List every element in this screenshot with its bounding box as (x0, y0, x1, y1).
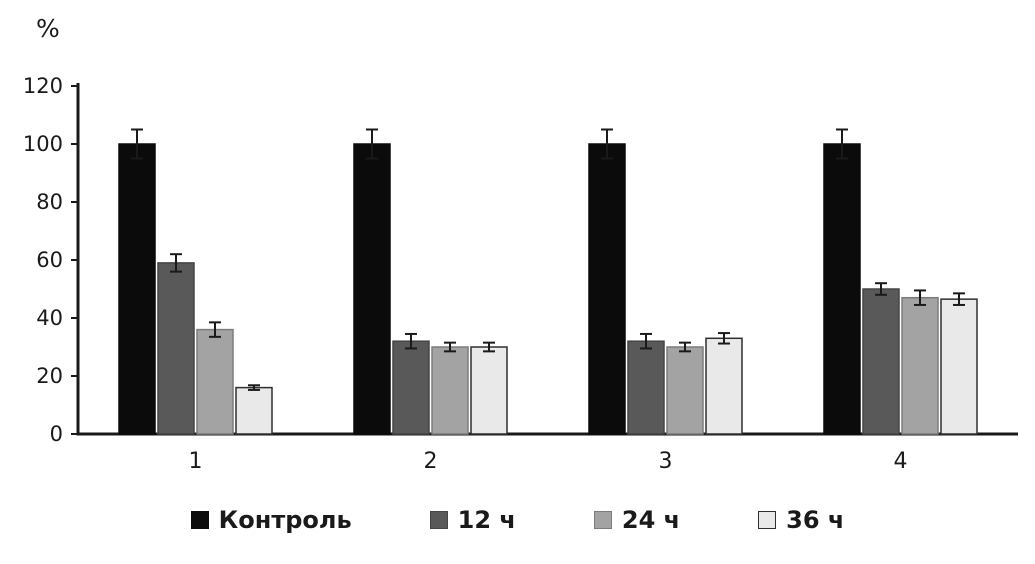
x-category-label: 4 (894, 449, 908, 474)
bar (118, 143, 156, 435)
legend-swatch-24h (593, 511, 612, 529)
legend-label-12h: 12 ч (457, 506, 516, 534)
x-category-label: 2 (424, 449, 438, 474)
legend-label-kontrol: Контроль (218, 506, 352, 534)
bar (666, 346, 704, 435)
legend-label-36h: 36 ч (786, 506, 845, 534)
bar (157, 262, 195, 435)
bar (940, 298, 978, 435)
bar (901, 296, 939, 435)
bar (235, 386, 273, 435)
y-tick-label: 20 (36, 364, 63, 388)
legend-label-24h: 24 ч (621, 506, 681, 534)
bar (196, 328, 234, 435)
y-tick-label: 80 (36, 190, 63, 214)
x-category-label: 1 (189, 449, 203, 474)
y-tick-label: 100 (23, 132, 63, 156)
legend-item-24h: 24 ч (593, 506, 681, 534)
legend-swatch-36h (758, 511, 777, 529)
bar (627, 340, 665, 435)
legend-swatch-12h (429, 511, 448, 529)
bar (705, 337, 743, 435)
legend-item-12h: 12 ч (429, 506, 516, 534)
y-tick-label: 120 (23, 74, 63, 98)
y-tick-label: 40 (36, 306, 63, 330)
legend-item-36h: 36 ч (758, 506, 844, 534)
x-category-label: 3 (659, 449, 673, 474)
y-tick-label: 0 (50, 422, 63, 446)
legend-swatch-kontrol (190, 511, 209, 529)
bar (431, 346, 469, 435)
bar (862, 288, 900, 435)
chart-legend: Контроль 12 ч 24 ч 36 ч (0, 506, 1035, 534)
bar (470, 346, 508, 435)
bar (353, 143, 391, 435)
bar (823, 143, 861, 435)
bar (392, 340, 430, 435)
bar-chart-svg: 0 20 40 60 80 100 120 1 2 3 4 (23, 74, 1018, 474)
bar (588, 143, 626, 435)
y-axis-label: % (36, 14, 60, 43)
legend-item-kontrol: Контроль (190, 506, 352, 534)
y-tick-label: 60 (36, 248, 63, 272)
